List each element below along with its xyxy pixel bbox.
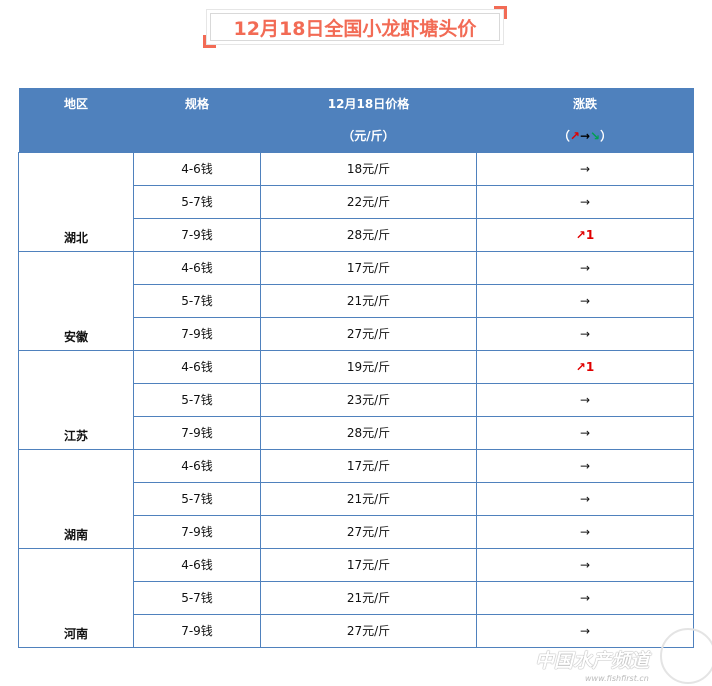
table-row: 7-9钱 28元/斤 → [19, 416, 694, 450]
region-cell: 湖南 [18, 449, 134, 549]
change-cell: → [476, 185, 694, 219]
change-cell: ↗1 [476, 350, 694, 384]
table-row: 河南 4-6钱 17元/斤 → [18, 548, 694, 648]
table-row: 7-9钱 27元/斤 → [19, 614, 694, 648]
price-cell: 19元/斤 [260, 350, 477, 384]
header-region: 地区 [18, 88, 134, 120]
table-row: 5-7钱 23元/斤 → [19, 383, 694, 417]
spec-cell: 7-9钱 [133, 515, 261, 549]
change-cell: → [476, 581, 694, 615]
spec-cell: 4-6钱 [133, 152, 261, 186]
change-cell: → [476, 449, 694, 483]
change-cell: → [476, 482, 694, 516]
region-cell: 湖北 [18, 152, 134, 252]
table-row: 7-9钱 28元/斤 ↗1 [19, 218, 694, 252]
price-cell: 17元/斤 [260, 449, 477, 483]
down-arrow-icon: ↘ [590, 129, 601, 143]
price-cell: 28元/斤 [260, 218, 477, 252]
price-cell: 21元/斤 [260, 581, 477, 615]
change-cell: ↗1 [476, 218, 694, 252]
price-cell: 28元/斤 [260, 416, 477, 450]
corner-decoration [494, 6, 507, 19]
legend-open: （ [557, 129, 570, 143]
spec-cell: 5-7钱 [133, 284, 261, 318]
price-cell: 22元/斤 [260, 185, 477, 219]
spec-cell: 4-6钱 [133, 350, 261, 384]
change-cell: → [476, 548, 694, 582]
table-row: 5-7钱 21元/斤 → [19, 284, 694, 318]
globe-watermark-icon [660, 628, 712, 684]
change-cell: → [476, 383, 694, 417]
spec-cell: 7-9钱 [133, 614, 261, 648]
table-row: 5-7钱 21元/斤 → [19, 482, 694, 516]
header-spec: 规格 [133, 88, 261, 120]
price-cell: 27元/斤 [260, 614, 477, 648]
spec-cell: 4-6钱 [133, 449, 261, 483]
legend-close: ） [600, 129, 613, 143]
spec-cell: 7-9钱 [133, 218, 261, 252]
title-banner: 12月18日全国小龙虾塘头价 [203, 6, 507, 48]
table-row: 湖南 4-6钱 17元/斤 → [18, 449, 694, 549]
flat-arrow-icon: → [579, 129, 591, 143]
table-row: 5-7钱 21元/斤 → [19, 581, 694, 615]
watermark-url: www.fishfirst.cn [585, 674, 649, 683]
table-row: 7-9钱 27元/斤 → [19, 515, 694, 549]
table-row: 7-9钱 27元/斤 → [19, 317, 694, 351]
price-cell: 23元/斤 [260, 383, 477, 417]
change-cell: → [476, 317, 694, 351]
table-row: 江苏 4-6钱 19元/斤 ↗1 [18, 350, 694, 450]
header-change: 涨跌 [476, 88, 694, 120]
table-row: 湖北 4-6钱 18元/斤 → [18, 152, 694, 252]
spec-cell: 5-7钱 [133, 185, 261, 219]
change-cell: → [476, 284, 694, 318]
price-cell: 17元/斤 [260, 548, 477, 582]
spec-cell: 5-7钱 [133, 383, 261, 417]
price-table: 地区 规格 12月18日价格 涨跌 （元/斤） （↗→↘） 湖北 4-6钱 18元/… [18, 88, 694, 648]
price-cell: 27元/斤 [260, 515, 477, 549]
up-arrow-icon: ↗ [569, 129, 580, 143]
region-cell: 安徽 [18, 251, 134, 351]
change-cell: → [476, 515, 694, 549]
price-cell: 21元/斤 [260, 284, 477, 318]
header-price: 12月18日价格 [260, 88, 477, 120]
header-change-legend: （↗→↘） [476, 120, 694, 153]
spec-cell: 4-6钱 [133, 548, 261, 582]
spec-cell: 5-7钱 [133, 581, 261, 615]
corner-decoration [203, 35, 216, 48]
spec-cell: 4-6钱 [133, 251, 261, 285]
table-row: 安徽 4-6钱 17元/斤 → [18, 251, 694, 351]
price-cell: 18元/斤 [260, 152, 477, 186]
spec-cell: 7-9钱 [133, 416, 261, 450]
watermark-logo: 中国水产频道 [535, 650, 650, 672]
spec-cell: 5-7钱 [133, 482, 261, 516]
spec-cell: 7-9钱 [133, 317, 261, 351]
change-cell: → [476, 416, 694, 450]
header-price-unit: （元/斤） [260, 120, 477, 153]
table-row: 5-7钱 22元/斤 → [19, 185, 694, 219]
price-cell: 21元/斤 [260, 482, 477, 516]
price-cell: 27元/斤 [260, 317, 477, 351]
region-cell: 江苏 [18, 350, 134, 450]
region-cell: 河南 [18, 548, 134, 648]
page-title: 12月18日全国小龙虾塘头价 [210, 13, 500, 41]
price-cell: 17元/斤 [260, 251, 477, 285]
change-cell: → [476, 251, 694, 285]
change-cell: → [476, 152, 694, 186]
change-cell: → [476, 614, 694, 648]
